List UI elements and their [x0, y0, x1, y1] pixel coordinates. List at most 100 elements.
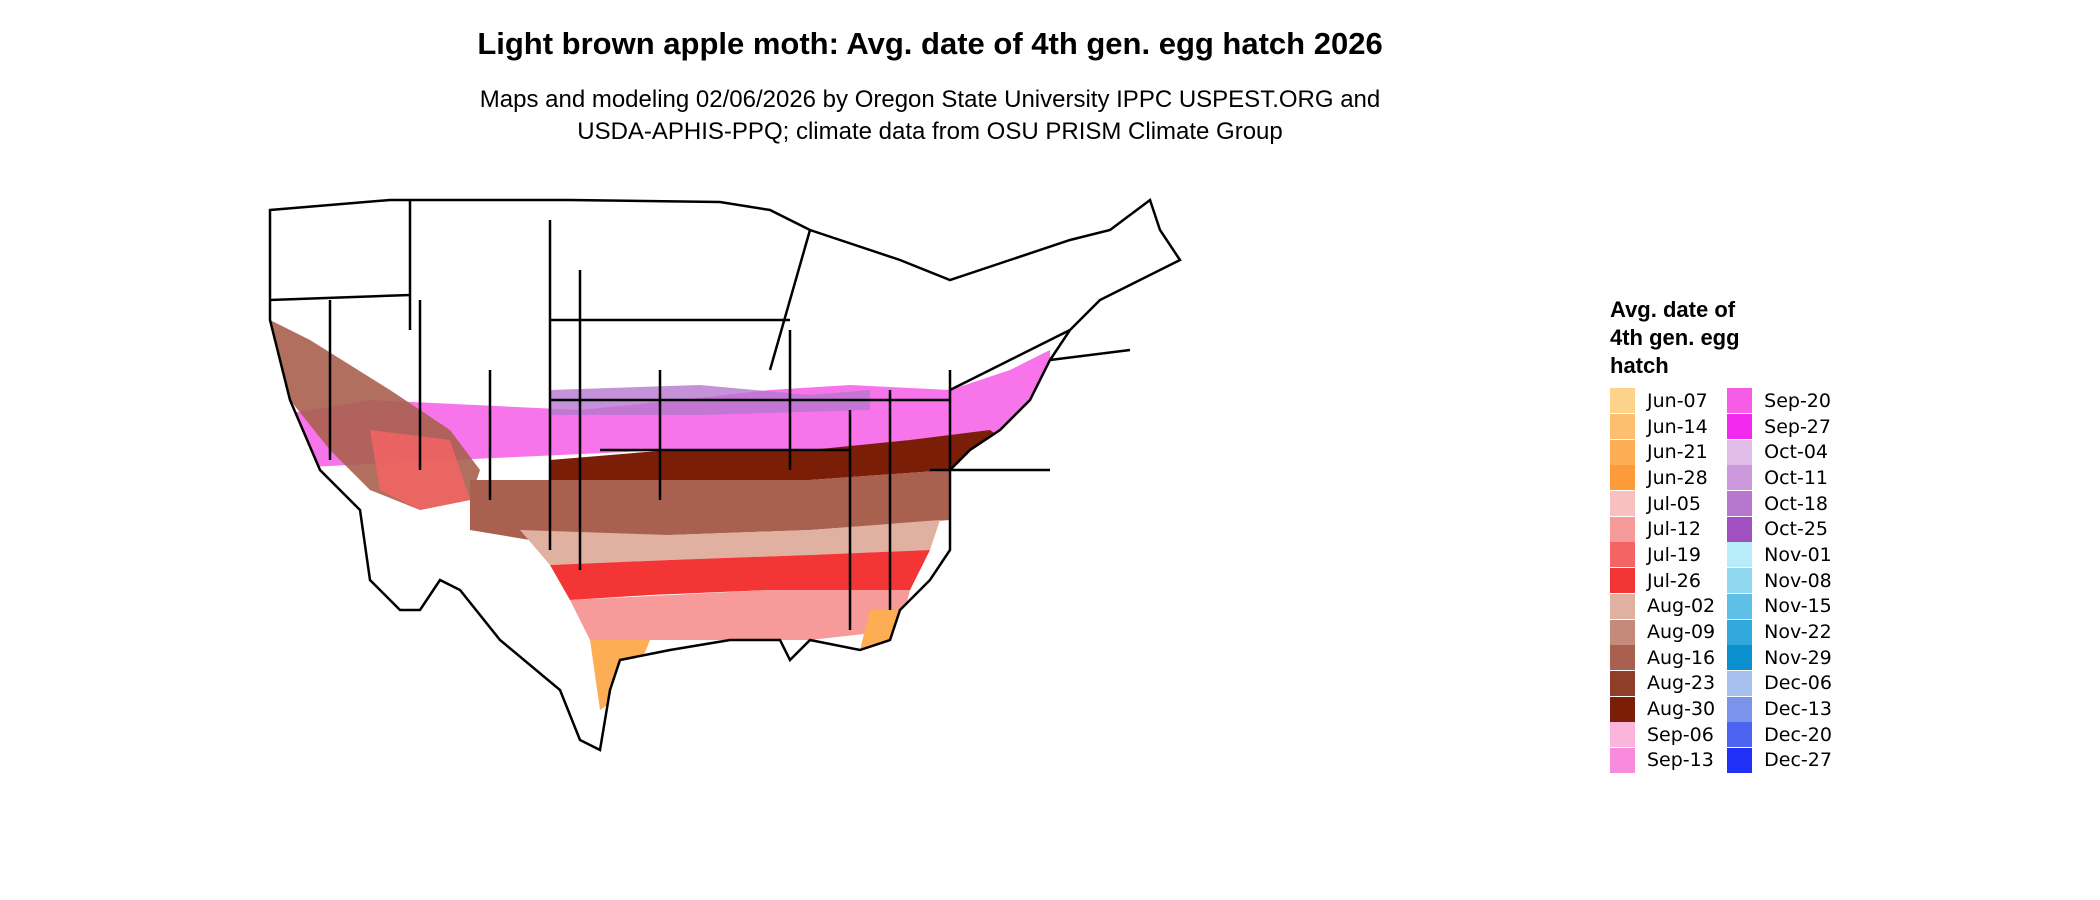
zone-aug-30: [550, 430, 1010, 480]
legend-item: Nov-22: [1727, 619, 1832, 645]
legend-swatch: [1727, 516, 1753, 542]
legend-item: Sep-27: [1727, 414, 1832, 440]
legend: Avg. date of 4th gen. egg hatch Jun-07 Ju…: [1610, 296, 1832, 773]
legend-item: Oct-04: [1727, 439, 1832, 465]
legend-label: Jul-26: [1647, 569, 1701, 592]
legend-label: Jul-19: [1647, 543, 1701, 566]
legend-swatch: [1727, 593, 1753, 619]
legend-swatch: [1610, 593, 1635, 619]
legend-label: Nov-22: [1764, 621, 1832, 644]
zone-jul-early: [570, 590, 910, 640]
zone-jul-late: [550, 550, 930, 600]
legend-label: Jun-14: [1647, 415, 1708, 438]
legend-item: Aug-23: [1610, 670, 1716, 697]
legend-item: Jun-07: [1610, 388, 1715, 414]
legend-item: Sep-06: [1610, 722, 1715, 748]
legend-label: Dec-27: [1764, 749, 1832, 772]
legend-label: Aug-09: [1647, 621, 1716, 644]
legend-label: Aug-02: [1647, 595, 1716, 618]
legend-label: Aug-30: [1647, 698, 1716, 721]
legend-swatch: [1727, 439, 1753, 465]
legend-swatch: [1610, 388, 1635, 414]
legend-column-2: Sep-20 Sep-27 Oct-04 Oct-11 Oct-18 Oct-25 Nov-…: [1727, 388, 1832, 773]
legend-item: Dec-27: [1727, 747, 1832, 774]
map-title: Light brown apple moth: Avg. date of 4th…: [477, 26, 1383, 61]
legend-title: Avg. date of 4th gen. egg hatch: [1610, 296, 1790, 380]
legend-swatch: [1610, 619, 1635, 645]
legend-swatch: [1727, 414, 1753, 440]
legend-label: Nov-08: [1764, 569, 1832, 592]
legend-item: Jul-19: [1610, 542, 1715, 568]
legend-label: Aug-16: [1647, 646, 1716, 669]
legend-title-line-2: 4th gen. egg: [1610, 325, 1740, 350]
legend-label: Sep-20: [1764, 389, 1831, 412]
legend-label: Nov-01: [1764, 543, 1832, 566]
legend-swatch: [1727, 619, 1753, 645]
zone-aug-mid: [470, 470, 950, 540]
legend-item: Jun-21: [1610, 439, 1715, 465]
legend-swatch: [1610, 670, 1635, 696]
legend-swatch: [1727, 388, 1753, 414]
legend-label: Dec-20: [1764, 723, 1832, 746]
legend-label: Jun-28: [1647, 466, 1708, 489]
legend-item: Aug-16: [1610, 645, 1715, 671]
legend-label: Oct-18: [1764, 492, 1829, 515]
legend-item: Aug-30: [1610, 696, 1715, 722]
legend-title-line-1: Avg. date of: [1610, 297, 1736, 322]
legend-swatch: [1610, 722, 1635, 748]
legend-item: Dec-13: [1727, 696, 1832, 722]
state-borders: [268, 197, 1182, 752]
legend-swatch: [1610, 568, 1635, 594]
legend-label: Dec-13: [1764, 698, 1832, 721]
legend-label: Jul-05: [1647, 492, 1701, 515]
subtitle-line-2: USDA-APHIS-PPQ; climate data from OSU PR…: [577, 118, 1283, 145]
legend-label: Sep-27: [1764, 415, 1831, 438]
legend-swatch: [1727, 722, 1753, 748]
legend-item: Sep-13: [1610, 747, 1715, 774]
zone-aug-early: [520, 520, 940, 565]
legend-swatch: [1610, 645, 1635, 671]
legend-swatch: [1610, 542, 1635, 568]
legend-title-line-3: hatch: [1610, 353, 1669, 378]
legend-swatch: [1610, 696, 1635, 722]
legend-label: Dec-06: [1764, 672, 1832, 695]
legend-swatch: [1727, 747, 1753, 773]
legend-item: Jul-05: [1610, 491, 1715, 517]
legend-swatch: [1727, 465, 1753, 491]
legend-item: Oct-18: [1727, 491, 1832, 517]
legend-item: Nov-29: [1727, 645, 1832, 671]
legend-item: Jul-26: [1610, 568, 1715, 594]
legend-item: Sep-20: [1727, 388, 1832, 414]
legend-item: Oct-11: [1727, 465, 1832, 491]
legend-item: Dec-06: [1727, 670, 1832, 697]
zone-jun: [590, 640, 650, 710]
legend-item: Oct-25: [1727, 516, 1832, 542]
legend-label: Oct-04: [1764, 441, 1829, 464]
legend-item: Aug-09: [1610, 619, 1715, 645]
legend-label: Nov-15: [1764, 595, 1832, 618]
legend-swatch: [1727, 645, 1753, 671]
us-map: [268, 197, 1182, 752]
legend-swatch: [1610, 414, 1635, 440]
legend-label: Jun-21: [1647, 441, 1708, 464]
legend-label: Sep-06: [1647, 723, 1714, 746]
legend-item: Jun-28: [1610, 465, 1715, 491]
legend-swatch: [1610, 516, 1635, 542]
subtitle-line-1: Maps and modeling 02/06/2026 by Oregon S…: [479, 86, 1381, 113]
legend-item: Nov-01: [1727, 542, 1832, 568]
legend-item: Jul-12: [1610, 516, 1715, 542]
map-subtitle: Maps and modeling 02/06/2026 by Oregon S…: [0, 84, 1860, 148]
legend-swatch: [1727, 568, 1753, 594]
legend-label: Sep-13: [1647, 749, 1714, 772]
legend-label: Jun-07: [1647, 389, 1708, 412]
legend-item: Dec-20: [1727, 722, 1832, 748]
legend-label: Nov-29: [1764, 646, 1832, 669]
legend-item: Nov-08: [1727, 568, 1832, 594]
us-outline: [268, 197, 1182, 752]
legend-swatch: [1610, 491, 1635, 517]
legend-label: Aug-23: [1647, 672, 1716, 695]
legend-swatch: [1727, 670, 1753, 696]
hatch-zones: [270, 200, 1180, 750]
legend-label: Jul-12: [1647, 518, 1701, 541]
legend-swatch: [1610, 439, 1635, 465]
